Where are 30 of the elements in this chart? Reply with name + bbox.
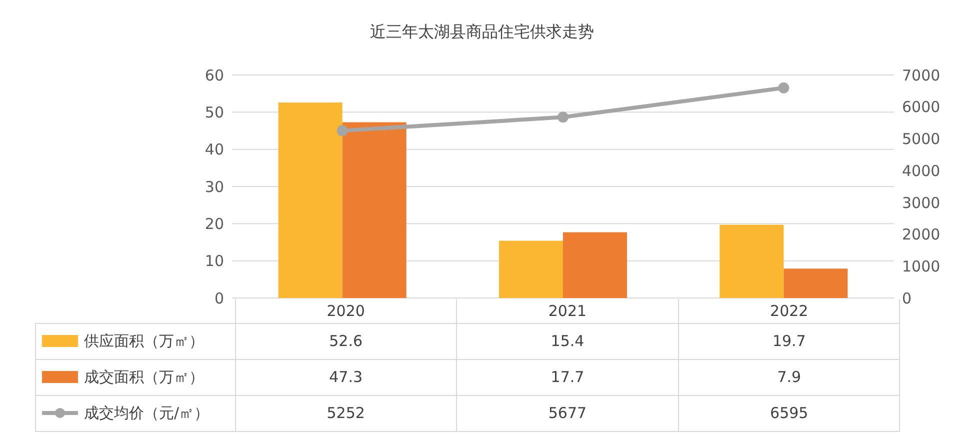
data-label: 5677 [456, 395, 678, 431]
y2-tick-label: 0 [902, 289, 912, 308]
chart-title: 近三年太湖县商品住宅供求走势 [369, 22, 595, 43]
y2-tick-label: 4000 [902, 162, 940, 180]
y2-tick-label: 6000 [902, 98, 940, 116]
y-tick-label: 50 [204, 103, 224, 122]
data-label: 7.9 [678, 359, 900, 395]
y2-tick-label: 5000 [902, 130, 940, 148]
legend-label: 成交面积（万㎡） [84, 368, 204, 386]
y-tick-label: 30 [204, 178, 224, 196]
data-label: 15.4 [456, 323, 678, 359]
y2-tick-label: 3000 [902, 194, 940, 212]
data-label: 5252 [235, 395, 457, 431]
data-label: 6595 [678, 395, 900, 431]
legend-label: 成交均价（元/㎡） [84, 404, 210, 422]
data-label: 17.7 [456, 359, 678, 395]
x-tick-label: 2021 [456, 299, 678, 323]
y2-tick-label: 2000 [902, 226, 940, 244]
x-tick-label: 2020 [235, 299, 457, 323]
y2-tick-label: 1000 [902, 257, 940, 276]
y-tick-label: 10 [204, 252, 224, 270]
y2-tick-label: 7000 [902, 66, 940, 84]
y-tick-label: 40 [204, 140, 224, 159]
y-tick-label: 20 [204, 214, 224, 233]
data-label: 52.6 [235, 323, 457, 359]
y-tick-label: 60 [204, 66, 224, 84]
data-label: 47.3 [235, 359, 457, 395]
data-label: 19.7 [678, 323, 900, 359]
x-tick-label: 2022 [678, 299, 900, 323]
legend-label: 供应面积（万㎡） [84, 332, 204, 350]
